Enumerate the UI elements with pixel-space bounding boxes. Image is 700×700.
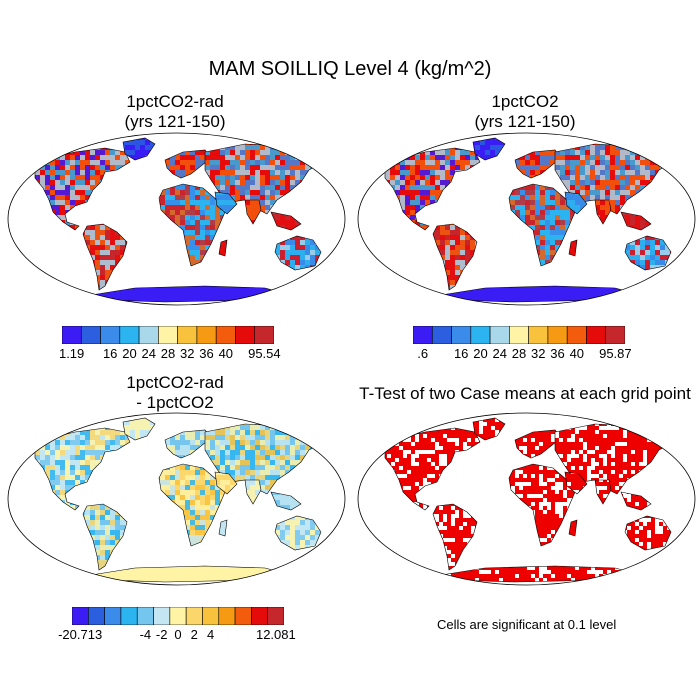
colorbar-swatch bbox=[586, 326, 605, 344]
colorbar-swatch bbox=[471, 326, 490, 344]
colorbar-ticks-panel-2: .6 16 20 24 28 32 36 40 95.87 bbox=[413, 346, 625, 362]
colorbar-swatch bbox=[548, 326, 567, 344]
colorbar-swatch bbox=[432, 326, 451, 344]
colorbar-swatch bbox=[413, 326, 432, 344]
colorbar-panel-3 bbox=[72, 607, 284, 625]
colorbar-swatch bbox=[255, 326, 274, 344]
figure-title: MAM SOILLIQ Level 4 (kg/m^2) bbox=[0, 58, 700, 81]
colorbar-tick-label: 1.19 bbox=[59, 346, 84, 361]
colorbar-tick-label: 0 bbox=[174, 627, 181, 642]
colorbar-tick-label: 24 bbox=[141, 346, 155, 361]
colorbar-swatch bbox=[268, 607, 284, 625]
colorbar-swatch bbox=[81, 326, 100, 344]
colorbar-swatch bbox=[197, 326, 216, 344]
colorbar-tick-label: -4 bbox=[140, 627, 152, 642]
colorbar-swatch bbox=[606, 326, 625, 344]
colorbar-tick-label: 32 bbox=[180, 346, 194, 361]
colorbar-swatch bbox=[235, 607, 251, 625]
panel-2-title-line2: (yrs 121-150) bbox=[385, 112, 665, 132]
panel-1-title-line2: (yrs 121-150) bbox=[35, 112, 315, 132]
colorbar-swatch bbox=[509, 326, 528, 344]
panel-1-title-line1: 1pctCO2-rad bbox=[35, 92, 315, 112]
colorbar-tick-label: 16 bbox=[103, 346, 117, 361]
map-panel-2 bbox=[355, 130, 698, 308]
colorbar-tick-label: 40 bbox=[570, 346, 584, 361]
colorbar-swatch bbox=[88, 607, 104, 625]
colorbar-tick-label: .6 bbox=[417, 346, 428, 361]
colorbar-ticks-panel-3: -20.713 -4 -2 0 2 4 12.081 bbox=[72, 627, 284, 643]
map-panel-3 bbox=[5, 410, 348, 588]
colorbar-swatch bbox=[105, 607, 121, 625]
colorbar-swatch bbox=[101, 326, 120, 344]
colorbar-tick-label: 20 bbox=[473, 346, 487, 361]
colorbar-tick-label: -20.713 bbox=[58, 627, 102, 642]
colorbar-tick-label: 28 bbox=[161, 346, 175, 361]
colorbar-panel-1 bbox=[62, 326, 274, 344]
significance-note: Cells are significant at 0.1 level bbox=[437, 617, 616, 632]
colorbar-tick-label: 4 bbox=[207, 627, 214, 642]
colorbar-panel-2 bbox=[413, 326, 625, 344]
panel-3-title: 1pctCO2-rad - 1pctCO2 bbox=[35, 373, 315, 413]
colorbar-swatch bbox=[490, 326, 509, 344]
colorbar-swatch bbox=[72, 607, 88, 625]
colorbar-swatch bbox=[202, 607, 218, 625]
colorbar-tick-label: 16 bbox=[454, 346, 468, 361]
colorbar-tick-label: 40 bbox=[219, 346, 233, 361]
colorbar-swatch bbox=[62, 326, 81, 344]
colorbar-swatch bbox=[170, 607, 186, 625]
colorbar-tick-label: -2 bbox=[156, 627, 168, 642]
colorbar-tick-label: 36 bbox=[550, 346, 564, 361]
colorbar-tick-label: 12.081 bbox=[256, 627, 296, 642]
panel-1-title: 1pctCO2-rad (yrs 121-150) bbox=[35, 92, 315, 132]
colorbar-swatch bbox=[235, 326, 254, 344]
colorbar-tick-label: 32 bbox=[531, 346, 545, 361]
colorbar-swatch bbox=[158, 326, 177, 344]
colorbar-swatch bbox=[121, 607, 137, 625]
colorbar-tick-label: 2 bbox=[191, 627, 198, 642]
colorbar-swatch bbox=[529, 326, 548, 344]
map-panel-1 bbox=[5, 130, 348, 308]
panel-4-title-line1: T-Test of two Case means at each grid po… bbox=[350, 384, 700, 404]
colorbar-swatch bbox=[178, 326, 197, 344]
panel-2-title-line1: 1pctCO2 bbox=[385, 92, 665, 112]
panel-3-title-line1: 1pctCO2-rad bbox=[35, 373, 315, 393]
colorbar-swatch bbox=[139, 326, 158, 344]
colorbar-tick-label: 24 bbox=[492, 346, 506, 361]
colorbar-swatch bbox=[154, 607, 170, 625]
colorbar-swatch bbox=[137, 607, 153, 625]
colorbar-tick-label: 95.54 bbox=[248, 346, 281, 361]
panel-4-title: T-Test of two Case means at each grid po… bbox=[350, 384, 700, 404]
colorbar-ticks-panel-1: 1.19 16 20 24 28 32 36 40 95.54 bbox=[62, 346, 274, 362]
colorbar-swatch bbox=[216, 326, 235, 344]
colorbar-tick-label: 28 bbox=[512, 346, 526, 361]
colorbar-tick-label: 20 bbox=[122, 346, 136, 361]
map-panel-4 bbox=[355, 410, 698, 588]
colorbar-swatch bbox=[251, 607, 267, 625]
colorbar-swatch bbox=[186, 607, 202, 625]
colorbar-tick-label: 95.87 bbox=[599, 346, 632, 361]
panel-2-title: 1pctCO2 (yrs 121-150) bbox=[385, 92, 665, 132]
colorbar-swatch bbox=[219, 607, 235, 625]
colorbar-tick-label: 36 bbox=[199, 346, 213, 361]
colorbar-swatch bbox=[567, 326, 586, 344]
colorbar-swatch bbox=[452, 326, 471, 344]
colorbar-swatch bbox=[120, 326, 139, 344]
